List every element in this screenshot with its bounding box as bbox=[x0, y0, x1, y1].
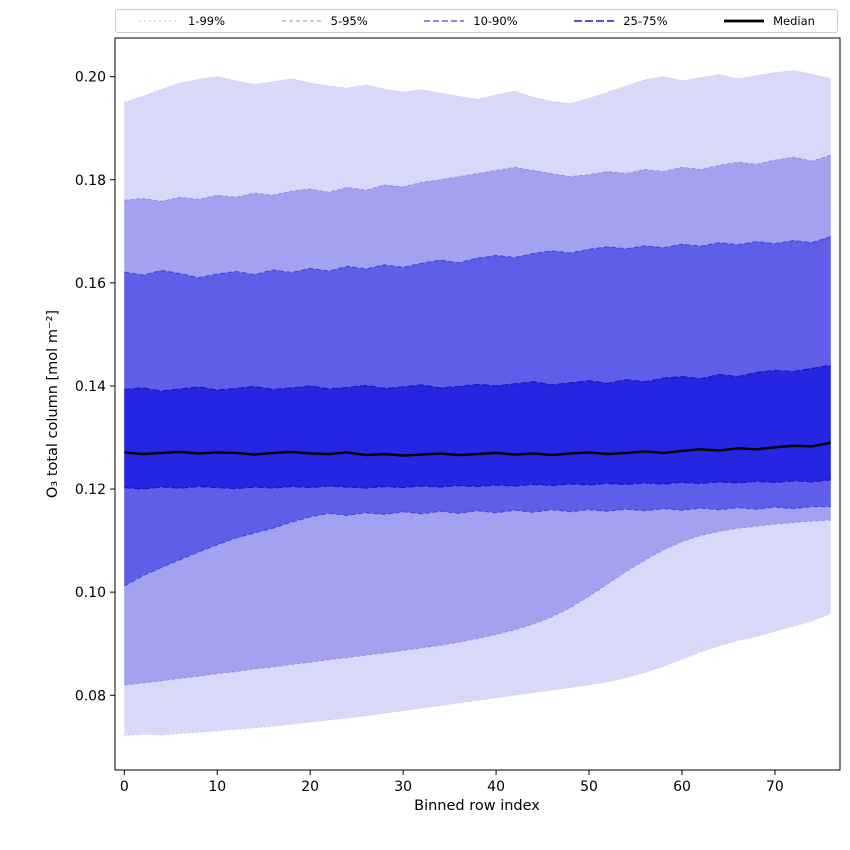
y-tick-label: 0.14 bbox=[75, 379, 106, 395]
legend-entry-25-75%: 25-75% bbox=[573, 14, 668, 28]
axes: 0 10 20 30 40 50 60 70 0.08 0.10 0.12 0.14 0.16 0.18 0… bbox=[75, 37, 841, 795]
x-tick-label: 10 bbox=[208, 779, 226, 795]
y-tick-label: 0.16 bbox=[75, 276, 106, 292]
legend-line-sample-icon bbox=[574, 20, 615, 22]
median-line bbox=[124, 441, 831, 457]
legend-line-sample-icon bbox=[424, 20, 465, 22]
y-axis-label: O₃ total column [mol m⁻²] bbox=[45, 310, 61, 498]
y-tick-label: 0.10 bbox=[75, 585, 106, 601]
legend-entry-10-90%: 10-90% bbox=[423, 14, 518, 28]
axes-frame bbox=[114, 37, 841, 771]
legend-label: 25-75% bbox=[623, 14, 668, 28]
edge-p99 bbox=[124, 70, 831, 104]
edge-p25 bbox=[124, 479, 831, 490]
band-25-75% bbox=[124, 365, 831, 490]
edge-p75 bbox=[124, 364, 831, 392]
x-tick-label: 50 bbox=[580, 779, 598, 795]
x-tick-label: 0 bbox=[120, 779, 129, 795]
legend-label: 5-95% bbox=[330, 14, 368, 28]
x-tick-label: 40 bbox=[487, 779, 505, 795]
edge-p10 bbox=[124, 506, 831, 587]
edge-p5 bbox=[124, 519, 831, 686]
x-tick-label: 20 bbox=[301, 779, 319, 795]
legend-line-sample-icon bbox=[139, 20, 179, 22]
x-axis-label: Binned row index bbox=[414, 798, 540, 814]
y-tick-label: 0.08 bbox=[75, 688, 106, 704]
y-tick-label: 0.18 bbox=[75, 173, 106, 189]
legend-label: Median bbox=[773, 14, 815, 28]
legend-entry-1-99%: 1-99% bbox=[138, 14, 225, 28]
legend-entry-5-95%: 5-95% bbox=[281, 14, 368, 28]
x-tick-label: 60 bbox=[673, 779, 691, 795]
legend-line-sample-icon bbox=[724, 19, 765, 23]
legend-label: 1-99% bbox=[188, 14, 226, 28]
legend-label: 10-90% bbox=[473, 14, 518, 28]
legend-entry-median: Median bbox=[723, 14, 815, 28]
y-tick-label: 0.20 bbox=[75, 70, 106, 86]
x-tick-label: 30 bbox=[394, 779, 412, 795]
band-edge-lines bbox=[124, 70, 831, 736]
y-tick-label: 0.12 bbox=[75, 482, 106, 498]
median-path bbox=[124, 441, 831, 457]
x-tick-label: 70 bbox=[766, 779, 784, 795]
legend: 1-99% 5-95% 10-90% 25-75% Median bbox=[115, 9, 838, 33]
legend-line-sample-icon bbox=[281, 20, 322, 22]
percentile-bands bbox=[124, 70, 831, 736]
